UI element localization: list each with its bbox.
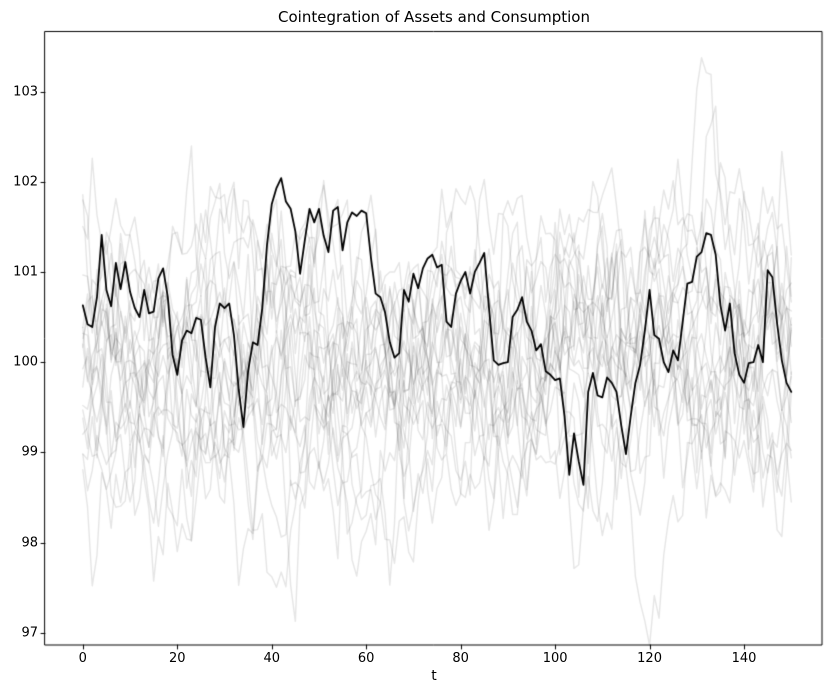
x-tick-label: 40: [263, 651, 281, 666]
y-tick-label: 100: [13, 354, 38, 370]
y-tick-label: 99: [21, 444, 38, 460]
y-tick-label: 98: [21, 535, 38, 551]
x-tick-label: 20: [168, 651, 186, 666]
x-tick-label: 140: [731, 651, 757, 666]
x-tick-label: 80: [452, 651, 469, 666]
y-tick-label: 101: [13, 264, 38, 280]
chart-title: Cointegration of Assets and Consumption: [278, 8, 590, 26]
y-tick-label: 97: [21, 625, 38, 641]
x-tick-label: 60: [357, 651, 375, 666]
y-tick-label: 102: [13, 174, 38, 190]
x-axis-label: t: [431, 668, 437, 684]
y-tick-label: 103: [13, 84, 38, 100]
x-tick-label: 100: [542, 651, 568, 666]
x-tick-label: 120: [637, 651, 662, 666]
x-tick-label: 0: [78, 651, 87, 666]
